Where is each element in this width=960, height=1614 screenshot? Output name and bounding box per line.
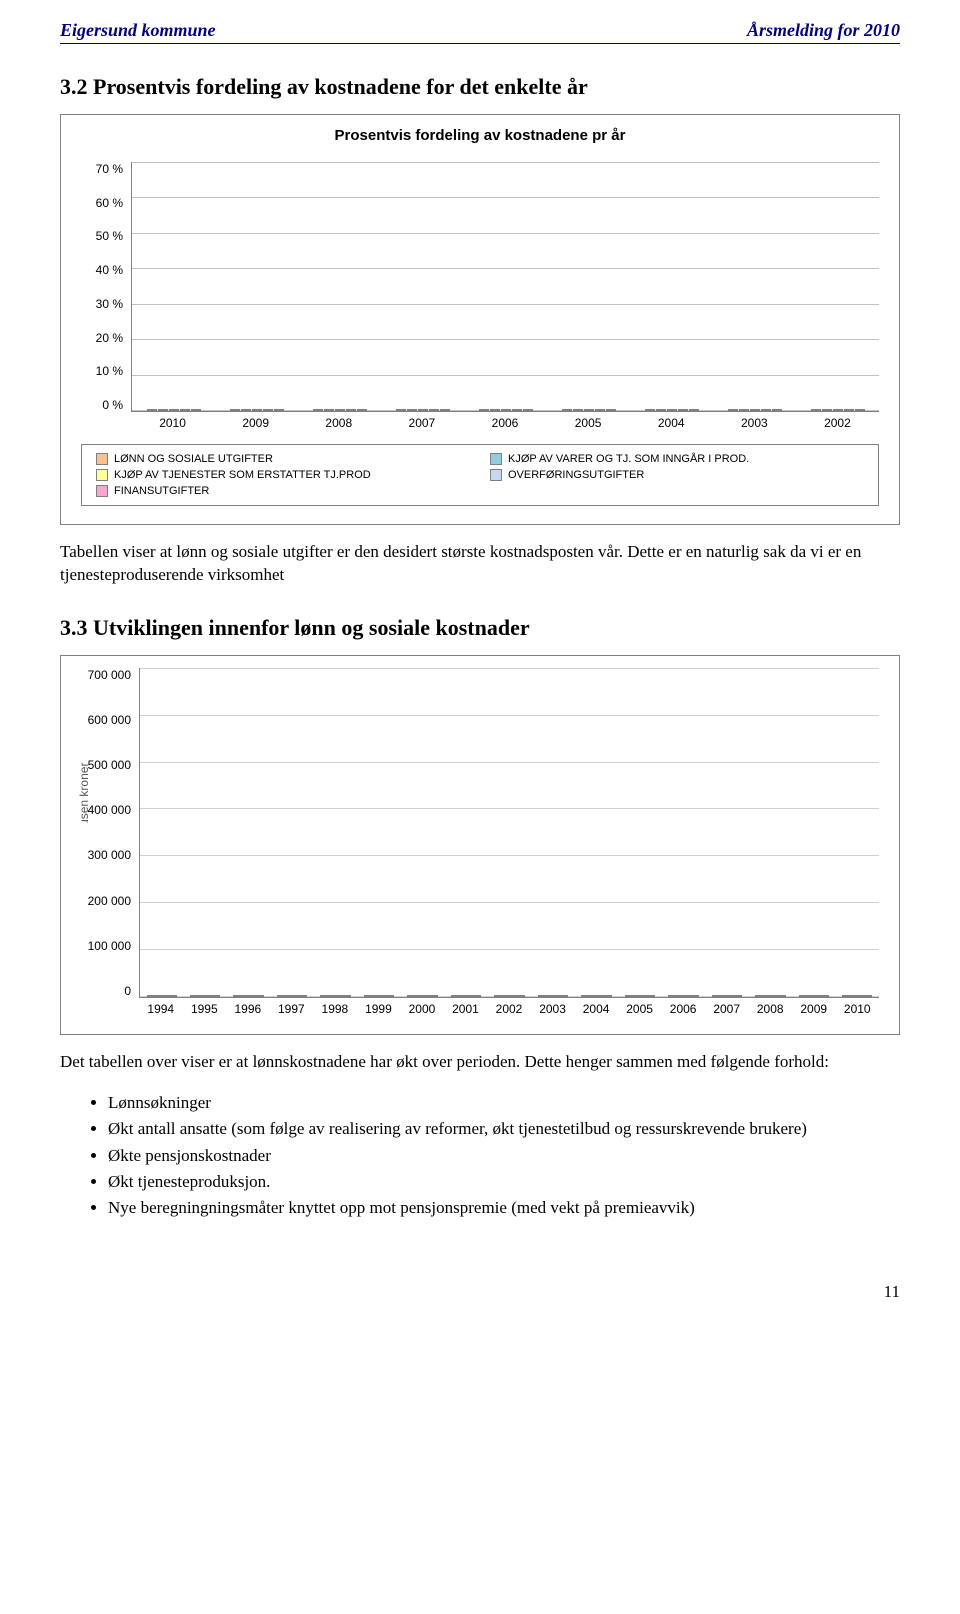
bar xyxy=(667,409,677,411)
bar xyxy=(584,409,594,411)
bar xyxy=(418,409,428,411)
bar xyxy=(364,995,394,997)
bar xyxy=(562,409,572,411)
section-3-2-body: Tabellen viser at lønn og sosiale utgift… xyxy=(60,541,900,587)
bar xyxy=(755,995,785,997)
bar xyxy=(429,409,439,411)
bar xyxy=(241,409,251,411)
bar xyxy=(252,409,262,411)
bar xyxy=(230,409,240,411)
bar xyxy=(158,409,168,411)
bar xyxy=(263,409,273,411)
chart-3-2: Prosentvis fordeling av kostnadene pr år… xyxy=(60,114,900,525)
section-3-3-intro: Det tabellen over viser er at lønnskostn… xyxy=(60,1051,900,1074)
bar xyxy=(844,409,854,411)
bar xyxy=(169,409,179,411)
bar xyxy=(772,409,782,411)
bar xyxy=(833,409,843,411)
legend-item: FINANSUTGIFTER xyxy=(96,485,470,497)
section-3-2-heading: 3.2 Prosentvis fordeling av kostnadene f… xyxy=(60,74,900,100)
chart-3-3-yaxis: 700 000600 000500 000400 000300 000200 0… xyxy=(81,668,139,998)
bar xyxy=(274,409,284,411)
bar xyxy=(750,409,760,411)
bar xyxy=(440,409,450,411)
bar xyxy=(573,409,583,411)
chart-3-2-yaxis: 70 %60 %50 %40 %30 %20 %10 %0 % xyxy=(81,162,131,412)
chart-3-2-plot xyxy=(131,162,879,412)
bar xyxy=(451,995,481,997)
bar xyxy=(324,409,334,411)
bar xyxy=(494,995,524,997)
bullet-item: Nye beregningningsmåter knyttet opp mot … xyxy=(108,1195,900,1221)
bullet-item: Økt tjenesteproduksjon. xyxy=(108,1169,900,1195)
bar xyxy=(855,409,865,411)
bar xyxy=(512,409,522,411)
bar xyxy=(595,409,605,411)
bar xyxy=(346,409,356,411)
bar xyxy=(668,995,698,997)
bar xyxy=(799,995,829,997)
bar xyxy=(479,409,489,411)
bar xyxy=(822,409,832,411)
bar xyxy=(396,409,406,411)
chart-3-3-plot xyxy=(139,668,879,998)
bar xyxy=(357,409,367,411)
bar xyxy=(606,409,616,411)
chart-3-3: ele tusen kroner 700 000600 000500 00040… xyxy=(60,655,900,1035)
bar xyxy=(233,995,263,997)
bar xyxy=(625,995,655,997)
bar xyxy=(320,995,350,997)
chart-3-2-title: Prosentvis fordeling av kostnadene pr år xyxy=(81,127,879,144)
bar xyxy=(191,409,201,411)
bar xyxy=(728,409,738,411)
bar xyxy=(523,409,533,411)
legend-item: LØNN OG SOSIALE UTGIFTER xyxy=(96,453,470,465)
bar xyxy=(739,409,749,411)
bar xyxy=(180,409,190,411)
bar xyxy=(335,409,345,411)
bar xyxy=(581,995,611,997)
bar xyxy=(656,409,666,411)
chart-3-2-xaxis: 201020092008200720062005200420032002 xyxy=(131,412,879,430)
bar xyxy=(689,409,699,411)
bullet-item: Lønnsøkninger xyxy=(108,1090,900,1116)
bar xyxy=(313,409,323,411)
legend-item: OVERFØRINGSUTGIFTER xyxy=(490,469,864,481)
legend-item: KJØP AV VARER OG TJ. SOM INNGÅR I PROD. xyxy=(490,453,864,465)
page-header: Eigersund kommune Årsmelding for 2010 xyxy=(60,20,900,44)
header-right: Årsmelding for 2010 xyxy=(747,20,900,41)
bar xyxy=(645,409,655,411)
bar xyxy=(501,409,511,411)
bullet-item: Økt antall ansatte (som følge av realise… xyxy=(108,1116,900,1142)
bar xyxy=(147,995,177,997)
legend-item: KJØP AV TJENESTER SOM ERSTATTER TJ.PROD xyxy=(96,469,470,481)
page-number: 11 xyxy=(60,1282,900,1302)
bar xyxy=(407,409,417,411)
chart-3-2-legend: LØNN OG SOSIALE UTGIFTER KJØP AV VARER OG… xyxy=(81,444,879,506)
section-3-3-bullets: LønnsøkningerØkt antall ansatte (som føl… xyxy=(108,1090,900,1222)
bar xyxy=(407,995,437,997)
bar xyxy=(842,995,872,997)
bar xyxy=(277,995,307,997)
bar xyxy=(811,409,821,411)
bar xyxy=(761,409,771,411)
bullet-item: Økte pensjonskostnader xyxy=(108,1143,900,1169)
bar xyxy=(538,995,568,997)
bar xyxy=(678,409,688,411)
chart-3-3-xaxis: 1994199519961997199819992000200120022003… xyxy=(139,998,879,1016)
section-3-3-heading: 3.3 Utviklingen innenfor lønn og sosiale… xyxy=(60,615,900,641)
bar xyxy=(490,409,500,411)
header-left: Eigersund kommune xyxy=(60,20,216,41)
bar xyxy=(712,995,742,997)
bar xyxy=(190,995,220,997)
bar xyxy=(147,409,157,411)
